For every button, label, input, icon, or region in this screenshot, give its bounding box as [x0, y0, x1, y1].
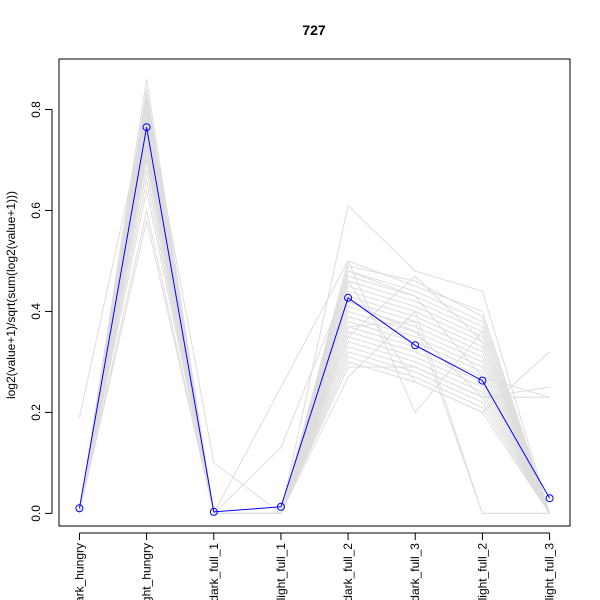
background-series-line [78, 190, 551, 514]
background-series-line [78, 149, 550, 514]
background-series-line [78, 139, 550, 514]
x-tick-label: light_full_3 [543, 543, 557, 600]
y-tick-label: 0.6 [29, 202, 43, 219]
x-tick-label: light_full_2 [475, 543, 489, 600]
background-series-line [78, 144, 551, 514]
highlight-series-layer [75, 123, 554, 516]
background-series-line [78, 170, 551, 514]
y-tick-label: 0.8 [29, 101, 43, 118]
y-axis-label: log2(value+1)/sqrt(sum(log2(value+1))) [4, 191, 18, 399]
background-series-line [78, 210, 551, 514]
background-series-line [78, 109, 550, 514]
plot-frame [58, 58, 571, 527]
y-tick-label: 0.4 [29, 303, 43, 320]
highlight-series-line [78, 127, 551, 513]
x-tick-label: light_hungry [140, 543, 154, 600]
background-series-line [78, 99, 551, 514]
background-series-line [78, 79, 551, 514]
highlight-series-point [545, 494, 554, 503]
background-series-line [78, 159, 551, 514]
background-series-line [78, 170, 551, 514]
highlight-series-point [276, 502, 285, 511]
x-tick-label: light_full_1 [274, 543, 288, 600]
axis-layer: 0.0 0.2 0.4 0.6 0.8 dark_hungry light_hungry da… [29, 101, 557, 600]
x-tick-label: dark_full_3 [408, 543, 422, 600]
highlight-series-point [478, 376, 487, 385]
background-series-line [78, 180, 551, 514]
background-series-layer [78, 79, 551, 515]
background-series-line [78, 134, 551, 514]
chart-title: 727 [302, 22, 326, 38]
background-series-line [78, 94, 551, 514]
x-tick-label: dark_hungry [72, 543, 86, 600]
background-series-line [78, 154, 551, 514]
highlight-series-point [344, 293, 353, 302]
highlight-series-point [411, 341, 420, 350]
background-series-line [78, 124, 551, 514]
background-series-line [78, 159, 550, 514]
y-tick-label: 0.2 [29, 404, 43, 421]
highlight-series-point [75, 504, 84, 513]
background-series-line [78, 119, 550, 515]
highlight-series-point [142, 123, 151, 132]
x-tick-label: dark_full_1 [207, 543, 221, 600]
y-tick-label: 0.0 [29, 505, 43, 522]
background-series-line [78, 99, 551, 515]
background-series-line [78, 104, 551, 514]
background-series-line [78, 220, 551, 514]
x-tick-label: dark_full_2 [341, 543, 355, 600]
highlight-series-point [209, 507, 218, 516]
